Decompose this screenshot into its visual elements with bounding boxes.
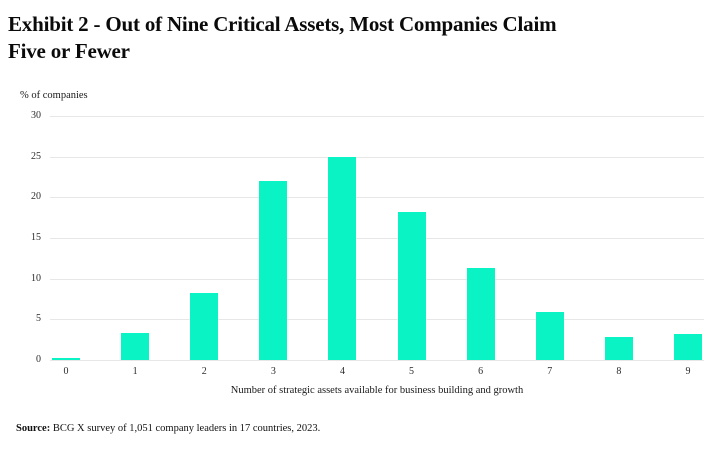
bar-column: 2 (190, 116, 219, 380)
y-tick-label: 25 (31, 150, 41, 162)
exhibit-title-line-1: Exhibit 2 - Out of Nine Critical Assets,… (8, 12, 557, 36)
bar-column: 4 (328, 116, 357, 380)
bar (52, 358, 80, 360)
y-tick-label: 15 (31, 232, 41, 243)
bar-column: 9 (673, 116, 702, 380)
bar-column: 1 (121, 116, 150, 380)
bar-area (604, 116, 633, 360)
y-tick-label: 10 (31, 272, 41, 284)
y-tick-label: 0 (36, 354, 41, 365)
bar-area (535, 116, 564, 360)
y-axis: 0 5 10 15 20 25 30 (20, 110, 50, 365)
gridline (50, 238, 704, 239)
plot-area: 0 1 2 3 4 5 6 7 8 9 (50, 116, 704, 380)
gridline (50, 197, 704, 199)
bar-area (673, 116, 702, 360)
bar-column: 3 (259, 116, 288, 380)
bar (673, 333, 702, 360)
y-axis-title: % of companies (20, 90, 88, 101)
bar-area (190, 116, 219, 360)
bar-area (259, 116, 288, 360)
bar (328, 156, 357, 360)
bar (604, 337, 633, 360)
x-tick-label: 7 (547, 366, 553, 377)
bar (397, 211, 426, 360)
gridline (50, 156, 704, 158)
bar-area (328, 116, 357, 360)
bar-column: 0 (52, 116, 80, 380)
gridline (50, 360, 704, 361)
x-axis-title: Number of strategic assets available for… (230, 385, 524, 396)
x-tick-label: 8 (616, 366, 622, 377)
bar (535, 312, 564, 360)
x-tick-label: 3 (270, 366, 276, 377)
x-tick-label: 4 (339, 366, 345, 377)
chart-plot-row: 0 5 10 15 20 25 30 0 1 2 3 4 5 6 7 8 9 (20, 110, 704, 380)
x-tick-label: 6 (478, 366, 484, 377)
gridline (50, 319, 704, 321)
bar (121, 333, 150, 360)
x-tick-label: 9 (685, 366, 691, 377)
source-label: Source: (16, 423, 51, 434)
y-tick-label: 20 (31, 191, 41, 203)
gridline (50, 116, 704, 117)
bar-chart: % of companies 0 5 10 15 20 25 30 0 1 2 3 4 5 6 7 8 9 N… (20, 90, 704, 396)
bars-container: 0 1 2 3 4 5 6 7 8 9 (50, 116, 704, 380)
bar-area (397, 116, 426, 360)
x-tick-label: 0 (63, 366, 69, 377)
bar-column: 5 (397, 116, 426, 380)
x-tick-label: 1 (132, 366, 138, 377)
x-tick-label: 2 (201, 366, 207, 377)
gridline (50, 278, 704, 280)
x-tick-label: 5 (409, 366, 415, 377)
exhibit-title-line-2: Five or Fewer (8, 39, 130, 63)
bar-column: 6 (466, 116, 495, 380)
bar (466, 268, 495, 360)
exhibit-title: Exhibit 2 - Out of Nine Critical Assets,… (8, 11, 720, 65)
bar-area (52, 116, 80, 360)
bar-column: 8 (604, 116, 633, 380)
bar-area (121, 116, 150, 360)
bar (190, 293, 219, 360)
bar-area (466, 116, 495, 360)
bar-column: 7 (535, 116, 564, 380)
bar (259, 181, 288, 360)
source-note: Source: BCG X survey of 1,051 company le… (16, 423, 720, 434)
y-tick-label: 30 (31, 110, 41, 121)
y-tick-label: 5 (36, 313, 41, 325)
source-text: BCG X survey of 1,051 company leaders in… (52, 423, 321, 434)
